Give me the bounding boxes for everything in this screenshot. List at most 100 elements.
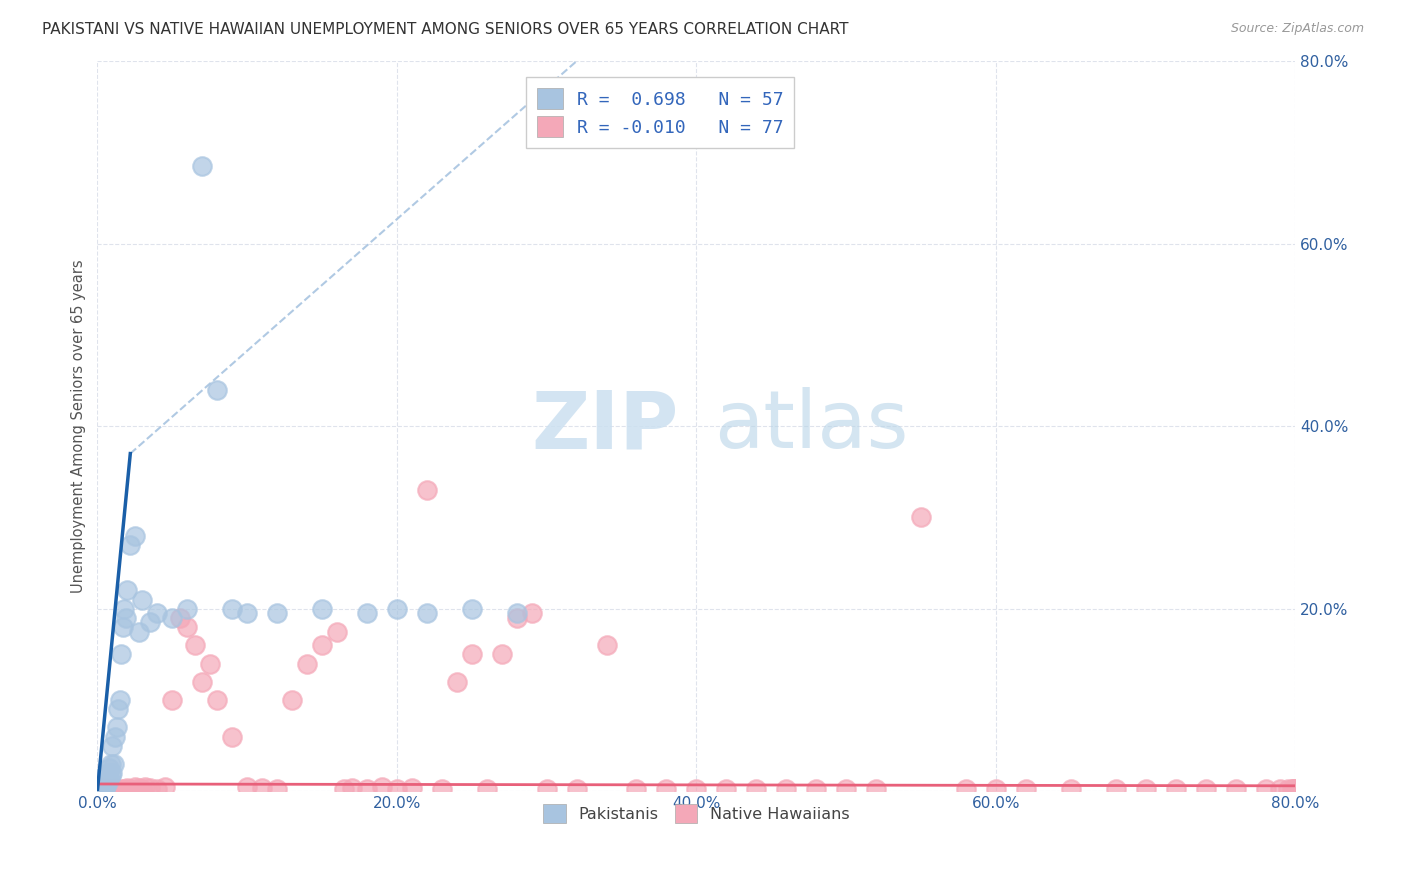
Point xyxy=(520,607,543,621)
Point xyxy=(865,781,887,796)
Point xyxy=(93,777,115,791)
Point xyxy=(128,624,150,639)
Point xyxy=(221,601,243,615)
Point xyxy=(775,781,797,796)
Point xyxy=(98,782,121,797)
Point xyxy=(281,693,304,707)
Point xyxy=(491,648,513,662)
Point xyxy=(98,762,121,776)
Point xyxy=(114,611,136,625)
Point xyxy=(108,693,131,707)
Point xyxy=(89,783,111,797)
Point xyxy=(835,781,858,796)
Point xyxy=(655,781,678,796)
Point xyxy=(385,781,408,796)
Point xyxy=(90,775,112,789)
Point xyxy=(311,638,333,652)
Point xyxy=(104,780,127,795)
Point xyxy=(101,781,124,796)
Point xyxy=(536,781,558,796)
Point xyxy=(1105,781,1128,796)
Point xyxy=(716,781,738,796)
Point xyxy=(221,730,243,744)
Text: Source: ZipAtlas.com: Source: ZipAtlas.com xyxy=(1230,22,1364,36)
Point xyxy=(94,768,117,782)
Point xyxy=(139,780,162,795)
Point xyxy=(198,657,221,671)
Point xyxy=(120,538,142,552)
Point xyxy=(131,592,153,607)
Point xyxy=(105,720,128,734)
Point xyxy=(146,607,169,621)
Point xyxy=(87,782,110,797)
Point xyxy=(94,777,117,791)
Point xyxy=(205,693,228,707)
Point xyxy=(416,483,439,497)
Point xyxy=(97,775,120,789)
Legend: Pakistanis, Native Hawaiians: Pakistanis, Native Hawaiians xyxy=(536,797,858,830)
Point xyxy=(266,607,288,621)
Point xyxy=(1164,781,1187,796)
Point xyxy=(183,638,205,652)
Point xyxy=(910,510,932,524)
Point xyxy=(295,657,318,671)
Point xyxy=(112,601,135,615)
Point xyxy=(96,779,118,793)
Point xyxy=(97,766,120,780)
Point xyxy=(446,674,468,689)
Point xyxy=(98,771,121,785)
Point xyxy=(176,620,198,634)
Point xyxy=(595,638,617,652)
Point xyxy=(93,779,115,793)
Point xyxy=(153,780,176,794)
Point xyxy=(205,383,228,397)
Point xyxy=(565,781,588,796)
Text: atlas: atlas xyxy=(714,387,908,466)
Point xyxy=(89,780,111,794)
Point xyxy=(93,781,115,796)
Point xyxy=(160,693,183,707)
Point xyxy=(266,781,288,796)
Point xyxy=(112,782,135,797)
Point xyxy=(430,781,453,796)
Point xyxy=(1282,781,1305,796)
Point xyxy=(505,607,527,621)
Point xyxy=(191,159,214,173)
Point xyxy=(191,674,214,689)
Point xyxy=(1270,781,1292,796)
Point xyxy=(505,611,527,625)
Point xyxy=(139,615,162,630)
Point xyxy=(94,781,117,796)
Point xyxy=(984,781,1007,796)
Point xyxy=(124,529,146,543)
Text: PAKISTANI VS NATIVE HAWAIIAN UNEMPLOYMENT AMONG SENIORS OVER 65 YEARS CORRELATIO: PAKISTANI VS NATIVE HAWAIIAN UNEMPLOYMEN… xyxy=(42,22,849,37)
Point xyxy=(1282,781,1305,796)
Point xyxy=(461,648,484,662)
Point xyxy=(100,756,122,771)
Point xyxy=(626,781,648,796)
Point xyxy=(333,781,356,796)
Point xyxy=(1135,781,1157,796)
Point xyxy=(461,601,484,615)
Point xyxy=(385,601,408,615)
Point xyxy=(176,601,198,615)
Point xyxy=(90,779,112,793)
Point xyxy=(1282,781,1305,796)
Point xyxy=(117,780,139,795)
Point xyxy=(371,780,394,794)
Point xyxy=(1225,781,1247,796)
Point xyxy=(97,780,120,795)
Point xyxy=(955,781,977,796)
Point xyxy=(94,780,117,795)
Point xyxy=(90,782,112,797)
Point xyxy=(236,780,259,794)
Point xyxy=(169,611,191,625)
Point xyxy=(103,756,125,771)
Point xyxy=(108,781,131,796)
Point xyxy=(117,583,139,598)
Point xyxy=(107,702,129,716)
Point xyxy=(1015,781,1038,796)
Point xyxy=(134,780,156,794)
Point xyxy=(326,624,349,639)
Point xyxy=(356,781,378,796)
